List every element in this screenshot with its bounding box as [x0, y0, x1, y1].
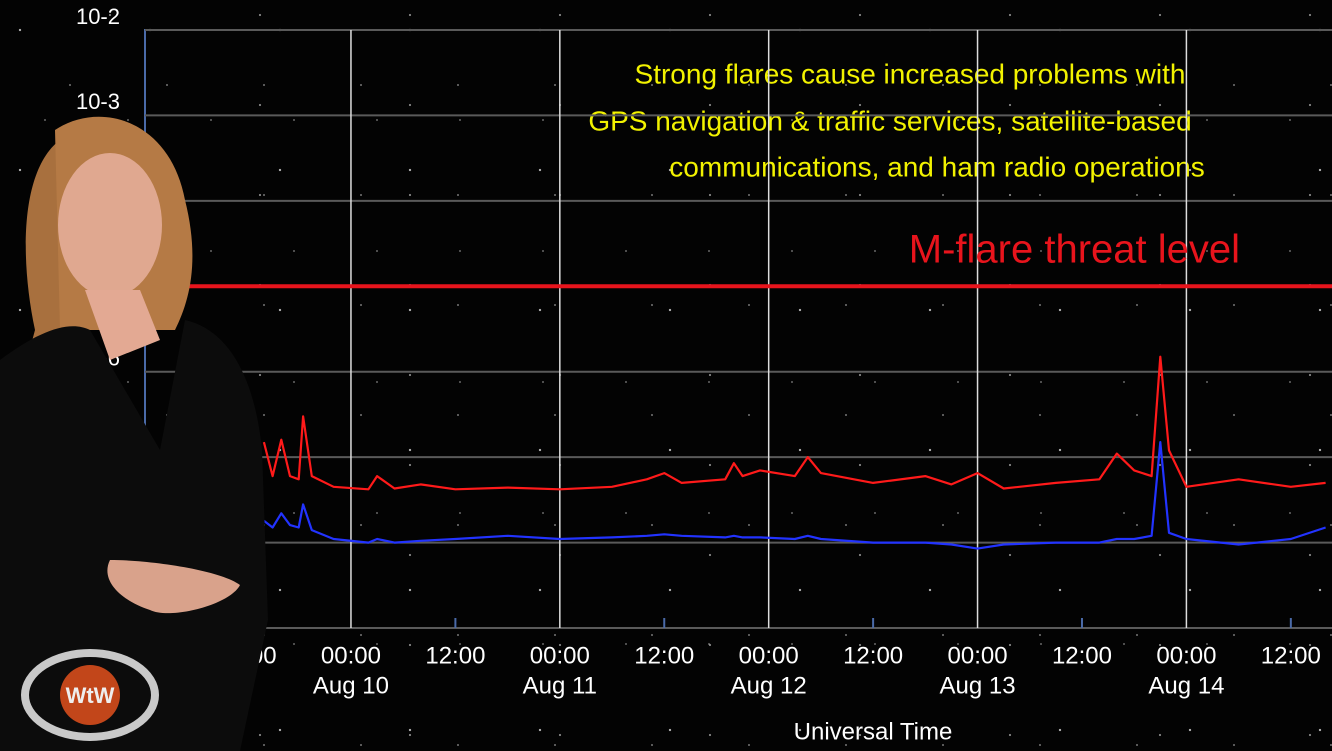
series-line — [262, 355, 1326, 491]
x-tick-label: 12:00 — [425, 642, 485, 669]
annotation: communications, and ham radio operations — [669, 151, 1204, 182]
x-tick-label: 12:00 — [634, 642, 694, 669]
x-tick-label: 12:00 — [843, 642, 903, 669]
series-line — [263, 441, 1326, 550]
x-tick-label: 12:00 — [1261, 642, 1321, 669]
x-tick-date: Aug 13 — [940, 672, 1016, 699]
annotation: Strong flares cause increased problems w… — [635, 58, 1186, 89]
presenter-hands — [107, 560, 240, 614]
presenter-neck — [85, 290, 160, 360]
x-tick-label: 00:00 — [1156, 642, 1216, 669]
x-axis-label: Universal Time — [794, 718, 953, 745]
annotation: GPS navigation & traffic services, satel… — [588, 105, 1191, 136]
x-tick-label: 00:00 — [948, 642, 1008, 669]
y-tick-label: 10-3 — [76, 89, 120, 114]
x-tick-date: Aug 12 — [731, 672, 807, 699]
x-tick-date: Aug 10 — [313, 672, 389, 699]
x-tick-date: Aug 11 — [523, 672, 597, 699]
x-tick-label: 00:00 — [321, 642, 381, 669]
threshold-label: M-flare threat level — [909, 228, 1240, 272]
logo-sun — [60, 665, 120, 725]
x-tick-label: 00:00 — [739, 642, 799, 669]
x-tick-label: 00:00 — [530, 642, 590, 669]
logo-text: WtW — [66, 683, 115, 708]
x-tick-label: 12:00 — [1052, 642, 1112, 669]
logo-ring — [21, 649, 159, 741]
x-tick-date: Aug 14 — [1148, 672, 1224, 699]
presenter-face — [58, 153, 162, 297]
presenter-body — [0, 320, 268, 751]
y-tick-label: 10-2 — [76, 4, 120, 29]
